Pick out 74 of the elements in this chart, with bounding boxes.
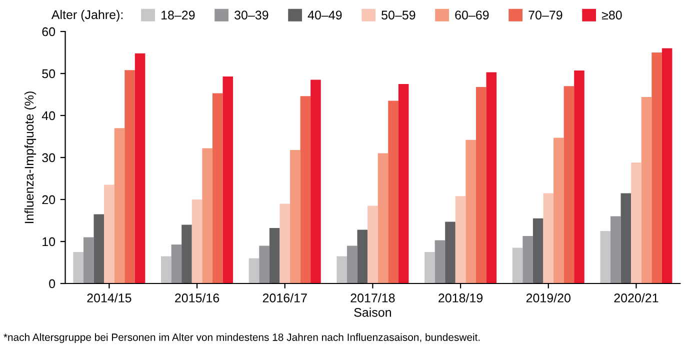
bar bbox=[445, 222, 456, 284]
bar bbox=[610, 216, 621, 284]
bar bbox=[104, 184, 114, 284]
bar bbox=[124, 70, 135, 284]
legend-label: ≥80 bbox=[602, 10, 622, 20]
legend-label: 60–69 bbox=[455, 10, 489, 20]
y-tick-label: 60 bbox=[42, 27, 56, 36]
bar bbox=[300, 96, 311, 284]
bar bbox=[388, 100, 398, 284]
x-tick-label: 2017/18 bbox=[350, 293, 395, 302]
y-tick-label: 10 bbox=[42, 237, 56, 246]
x-tick-label: 2020/21 bbox=[614, 293, 658, 302]
bar bbox=[346, 246, 358, 284]
bar bbox=[378, 153, 388, 284]
bar bbox=[476, 86, 486, 284]
x-tick-label: 2018/19 bbox=[438, 293, 483, 302]
legend-label: 40–49 bbox=[308, 10, 342, 20]
bar bbox=[368, 206, 378, 284]
x-tick-label: 2015/16 bbox=[175, 293, 220, 302]
bar bbox=[543, 193, 554, 284]
legend-title: Alter (Jahre): bbox=[51, 10, 123, 22]
bar bbox=[171, 244, 182, 284]
y-tick-label: 20 bbox=[42, 195, 56, 204]
bar bbox=[94, 214, 104, 284]
y-tick-label: 40 bbox=[42, 111, 56, 120]
bar bbox=[398, 84, 409, 284]
bar bbox=[434, 240, 446, 284]
bar bbox=[73, 252, 84, 284]
bar bbox=[466, 140, 476, 284]
bar bbox=[83, 237, 94, 284]
bar bbox=[280, 204, 290, 284]
x-tick-label: 2019/20 bbox=[526, 293, 570, 302]
legend-label: 50–59 bbox=[382, 10, 416, 20]
bar bbox=[620, 193, 632, 284]
bar bbox=[212, 93, 223, 284]
bar bbox=[336, 256, 347, 284]
bar bbox=[652, 52, 662, 284]
bar bbox=[455, 196, 466, 284]
y-tick-label: 50 bbox=[42, 69, 56, 78]
bar bbox=[486, 72, 497, 284]
bar bbox=[600, 231, 610, 284]
x-axis-title: Saison bbox=[354, 308, 391, 317]
bar bbox=[532, 218, 544, 284]
bar bbox=[259, 246, 270, 284]
y-tick-label: 0 bbox=[49, 279, 56, 288]
bar bbox=[662, 48, 672, 284]
bar bbox=[310, 80, 321, 284]
text: *nach Altersgruppe bei Personen im Alter von mindestens 18 Jahren nach Influenzasaison, bundesweit. bbox=[4, 333, 480, 343]
bar bbox=[134, 53, 146, 284]
bar bbox=[522, 236, 533, 284]
x-tick-label: 2016/17 bbox=[262, 293, 307, 302]
legend-label: 70–79 bbox=[528, 10, 562, 20]
bar bbox=[574, 70, 584, 284]
bar bbox=[641, 97, 652, 284]
bar bbox=[114, 128, 125, 284]
bar bbox=[424, 252, 435, 284]
bar bbox=[222, 76, 234, 284]
bar bbox=[554, 138, 564, 284]
bar bbox=[192, 200, 202, 284]
bar bbox=[182, 224, 192, 284]
bar bbox=[202, 148, 212, 284]
bar bbox=[631, 162, 642, 284]
bar bbox=[161, 256, 172, 284]
bar bbox=[269, 228, 280, 284]
bar bbox=[564, 86, 574, 284]
legend-label: 18–29 bbox=[161, 10, 195, 20]
bar bbox=[512, 248, 523, 284]
x-tick-label: 2014/15 bbox=[87, 293, 132, 302]
bar bbox=[357, 230, 368, 284]
legend-label: 30–39 bbox=[234, 10, 268, 20]
y-axis-title: Influenza-Impfquote (%) bbox=[24, 92, 36, 224]
bar bbox=[248, 258, 260, 284]
bar bbox=[290, 150, 300, 284]
y-tick-label: 30 bbox=[42, 153, 56, 162]
